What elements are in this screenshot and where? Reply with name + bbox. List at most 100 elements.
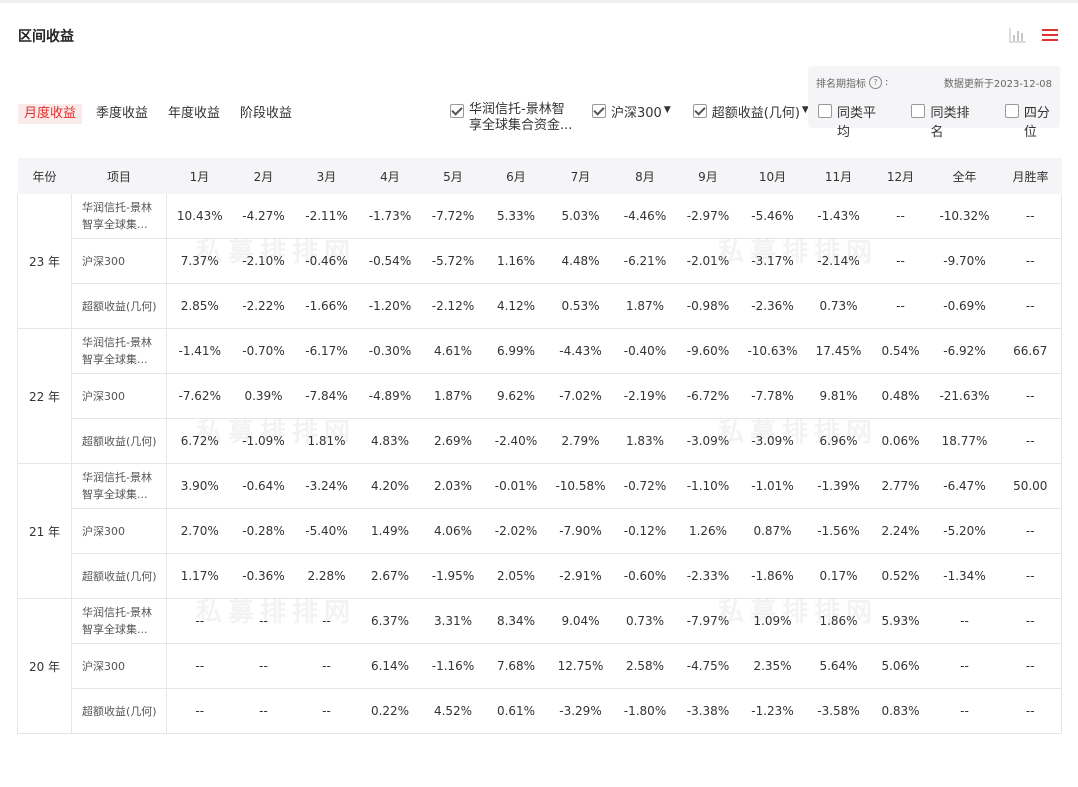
value-cell: 6.99% [484, 328, 548, 374]
value-cell: -2.01% [676, 238, 740, 284]
value-cell: 4.52% [421, 688, 485, 734]
column-header: 全年 [929, 158, 1000, 194]
item-cell: 超额收益(几何) [71, 418, 167, 464]
value-cell: 4.12% [484, 283, 548, 329]
table-row: 沪深300 -- -- -- 6.14% -1.16% 7.68% 12.75% 2.58% -4… [18, 643, 1062, 689]
rank-indicator-label: 排名期指标 ? : [816, 75, 888, 90]
value-cell: -2.36% [739, 283, 806, 329]
value-cell: -7.90% [547, 508, 614, 554]
checkbox-box[interactable] [911, 104, 926, 118]
value-cell: -4.89% [358, 373, 422, 419]
tab-quarterly[interactable]: 季度收益 [96, 106, 149, 121]
value-cell: -0.30% [358, 328, 422, 374]
value-cell: 2.79% [547, 418, 614, 464]
column-header: 9月 [676, 158, 740, 194]
value-cell: 6.72% [166, 418, 233, 464]
table-row: 超额收益(几何) 1.17% -0.36% 2.28% 2.67% -1.95% 2.05%… [18, 553, 1062, 599]
value-cell: 7.68% [484, 643, 548, 689]
value-cell: 6.96% [805, 418, 872, 464]
value-cell: -- [999, 643, 1062, 689]
bar-chart-icon[interactable] [1008, 26, 1028, 44]
table-row: 沪深300 -7.62% 0.39% -7.84% -4.89% 1.87% 9.62% -7… [18, 373, 1062, 419]
legend-index-checkbox[interactable]: 沪深300 ▼ [592, 102, 671, 134]
value-cell: -3.09% [739, 418, 806, 464]
rank-option-peer-rank[interactable]: 同类排名 [911, 102, 978, 140]
value-cell: -6.17% [294, 328, 359, 374]
value-cell: -6.72% [676, 373, 740, 419]
value-cell: -- [232, 643, 295, 689]
tab-monthly[interactable]: 月度收益 [18, 104, 83, 124]
value-cell: -2.11% [294, 194, 359, 239]
value-cell: 5.93% [871, 598, 930, 644]
list-icon[interactable] [1040, 26, 1060, 44]
value-cell: 2.69% [421, 418, 485, 464]
value-cell: -10.32% [929, 194, 1000, 239]
value-cell: -10.63% [739, 328, 806, 374]
value-cell: 2.28% [294, 553, 359, 599]
view-toggle [1008, 26, 1060, 44]
value-cell: 1.17% [166, 553, 233, 599]
value-cell: 4.48% [547, 238, 614, 284]
value-cell: -0.98% [676, 283, 740, 329]
value-cell: -4.75% [676, 643, 740, 689]
value-cell: -1.80% [613, 688, 677, 734]
value-cell: -5.40% [294, 508, 359, 554]
value-cell: -7.78% [739, 373, 806, 419]
value-cell: 2.24% [871, 508, 930, 554]
value-cell: -2.19% [613, 373, 677, 419]
item-cell: 沪深300 [71, 373, 167, 419]
value-cell: -0.60% [613, 553, 677, 599]
rank-option-peer-average[interactable]: 同类平均 [818, 102, 885, 140]
rank-label-text: 排名期指标 [816, 79, 866, 90]
value-cell: 0.83% [871, 688, 930, 734]
tab-stage[interactable]: 阶段收益 [240, 106, 293, 121]
value-cell: 6.37% [358, 598, 422, 644]
dropdown-caret-icon[interactable]: ▼ [801, 105, 809, 115]
value-cell: 0.17% [805, 553, 872, 599]
value-cell: -1.16% [421, 643, 485, 689]
year-cell: 23 年 [17, 194, 72, 329]
value-cell: -0.70% [232, 328, 295, 374]
legend-excess-label: 超额收益(几何) [711, 106, 800, 121]
table-row: 沪深300 2.70% -0.28% -5.40% 1.49% 4.06% -2.02% -7… [18, 508, 1062, 554]
value-cell: -4.46% [613, 194, 677, 239]
legend-fund-checkbox[interactable]: 华润信托-景林智 享全球集合资金... [450, 102, 582, 134]
update-date: 数据更新于2023-12-08 [943, 79, 1052, 90]
value-cell: -1.86% [739, 553, 806, 599]
rank-option-label: 四分位 [1023, 106, 1050, 140]
tab-yearly[interactable]: 年度收益 [168, 106, 221, 121]
value-cell: -2.12% [421, 283, 485, 329]
value-cell: -10.58% [547, 463, 614, 509]
value-cell: -1.39% [805, 463, 872, 509]
rank-option-label: 同类平均 [837, 106, 877, 140]
checkbox-box[interactable] [818, 104, 832, 118]
value-cell: -1.09% [232, 418, 295, 464]
legend-excess-checkbox[interactable]: 超额收益(几何) ▼ [692, 102, 809, 134]
checkbox-box[interactable] [592, 104, 606, 118]
item-cell: 沪深300 [71, 643, 167, 689]
table-row: 21 年华润信托-景林智享全球集... 3.90% -0.64% -3.24% 4.20… [17, 463, 1062, 599]
value-cell: -7.02% [547, 373, 614, 419]
help-icon[interactable]: ? [869, 76, 882, 89]
checkbox-box[interactable] [692, 104, 707, 118]
table-row: 23 年华润信托-景林智享全球集... 10.43% -4.27% -2.11% -1.… [17, 194, 1062, 329]
value-cell: -1.23% [739, 688, 806, 734]
column-header: 8月 [613, 158, 677, 194]
checkbox-box[interactable] [1004, 104, 1019, 118]
value-cell: 7.37% [166, 238, 233, 284]
item-cell: 沪深300 [71, 508, 167, 554]
column-header: 2月 [232, 158, 295, 194]
column-header: 11月 [805, 158, 872, 194]
year-cell: 22 年 [17, 328, 72, 464]
value-cell: 3.31% [421, 598, 485, 644]
value-cell: 4.20% [358, 463, 422, 509]
value-cell: -1.34% [929, 553, 1000, 599]
checkbox-box[interactable] [450, 104, 464, 118]
value-cell: 6.14% [358, 643, 422, 689]
value-cell: -- [999, 598, 1062, 644]
legend-fund-label-line1: 华润信托-景林智 [469, 102, 565, 117]
value-cell: -2.02% [484, 508, 548, 554]
dropdown-caret-icon[interactable]: ▼ [663, 105, 671, 115]
rank-option-quartile[interactable]: 四分位 [1004, 102, 1060, 140]
value-cell: -5.72% [421, 238, 485, 284]
